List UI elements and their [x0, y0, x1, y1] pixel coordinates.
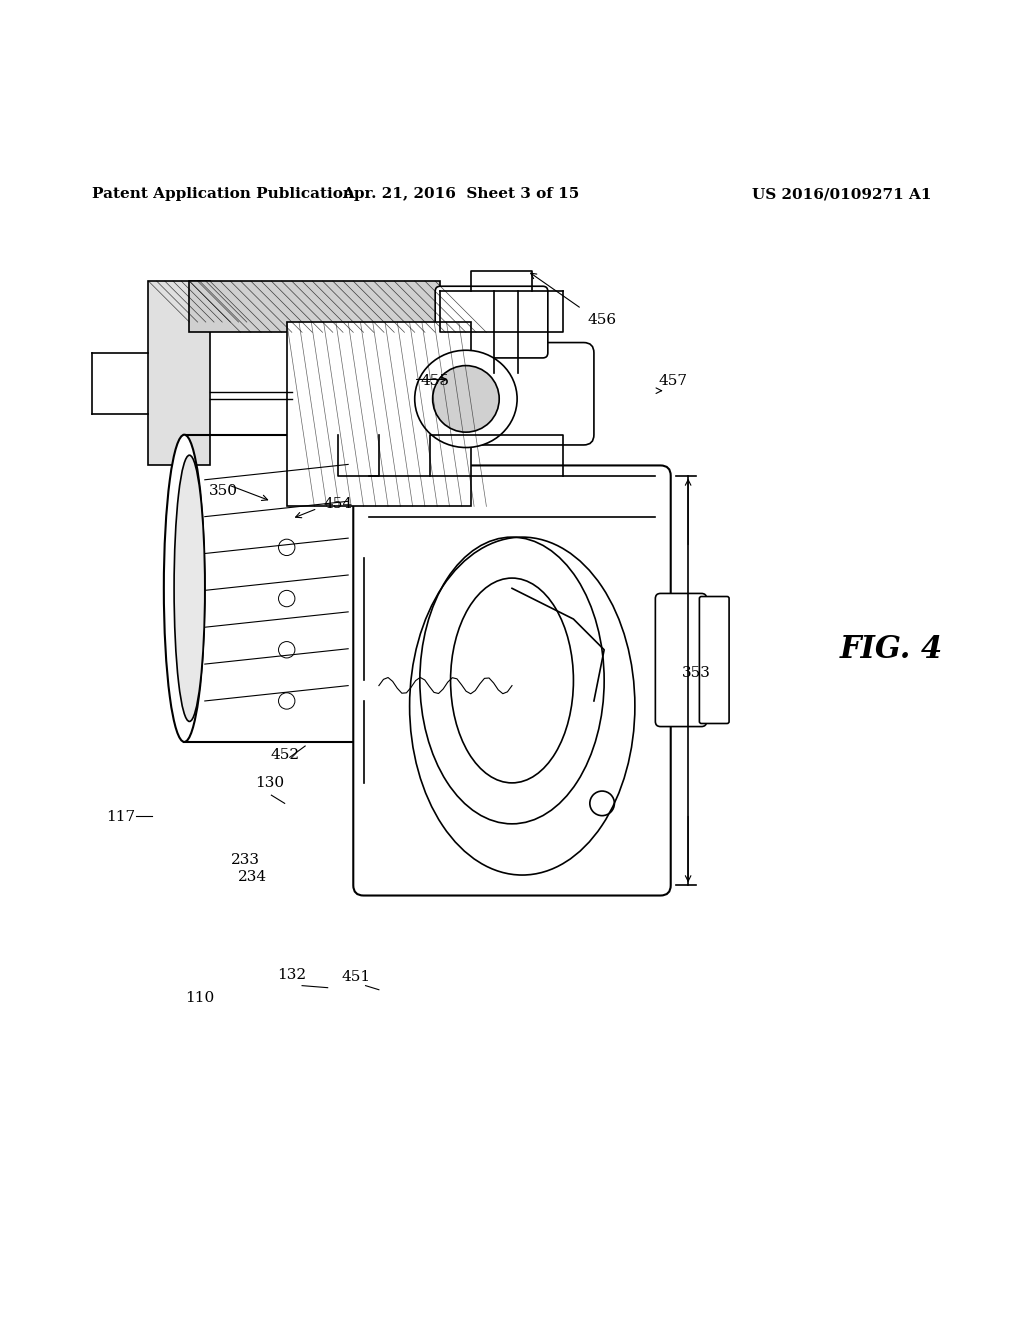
Text: 130: 130 [255, 776, 284, 789]
Bar [287, 322, 471, 507]
FancyBboxPatch shape [353, 466, 671, 895]
Text: 132: 132 [278, 969, 306, 982]
Polygon shape [189, 281, 440, 333]
Text: 455: 455 [421, 375, 450, 388]
FancyBboxPatch shape [655, 594, 707, 726]
FancyBboxPatch shape [699, 597, 729, 723]
Polygon shape [148, 281, 210, 466]
Ellipse shape [174, 455, 205, 722]
Text: 451: 451 [342, 970, 371, 985]
Text: Apr. 21, 2016  Sheet 3 of 15: Apr. 21, 2016 Sheet 3 of 15 [342, 187, 580, 201]
Text: 452: 452 [270, 748, 299, 762]
Text: 350: 350 [209, 484, 238, 498]
Ellipse shape [415, 350, 517, 447]
Text: 454: 454 [324, 498, 352, 511]
Text: 456: 456 [588, 313, 616, 327]
FancyBboxPatch shape [435, 286, 548, 358]
Text: US 2016/0109271 A1: US 2016/0109271 A1 [753, 187, 932, 201]
Text: 110: 110 [185, 991, 214, 1005]
Text: 457: 457 [658, 375, 687, 388]
Ellipse shape [432, 366, 500, 432]
Bar [184, 434, 364, 742]
Text: FIG. 4: FIG. 4 [840, 635, 943, 665]
Text: 234: 234 [239, 870, 267, 884]
Text: 117: 117 [106, 809, 135, 824]
Text: 233: 233 [231, 853, 260, 867]
Text: Patent Application Publication: Patent Application Publication [92, 187, 354, 201]
FancyBboxPatch shape [394, 343, 594, 445]
Ellipse shape [164, 434, 205, 742]
Text: 353: 353 [682, 667, 711, 680]
